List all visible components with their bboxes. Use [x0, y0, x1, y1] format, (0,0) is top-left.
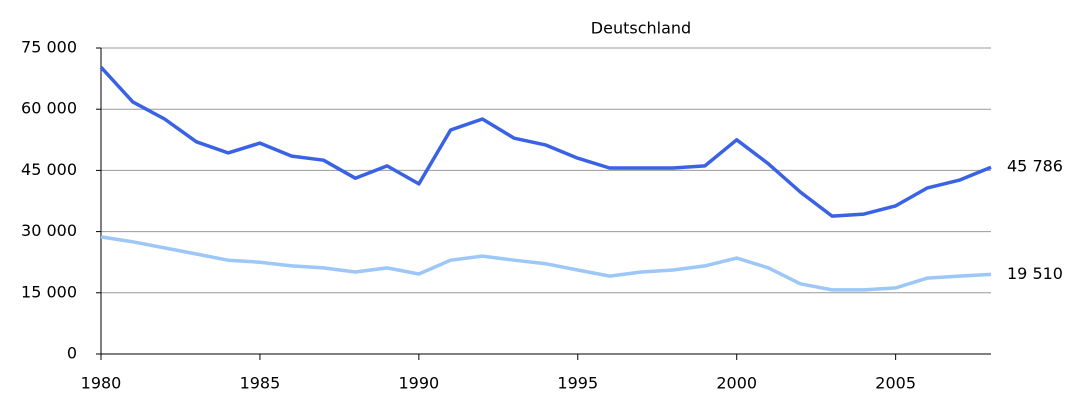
series-line [100, 235, 992, 292]
series-line [99, 66, 992, 218]
y-tick-label: 30 000 [21, 221, 77, 240]
x-tick-label: 1995 [557, 374, 598, 393]
chart-title: Deutschland [591, 19, 691, 38]
end-value-label: 19 510 [1007, 264, 1063, 283]
x-tick-label: 2005 [875, 374, 916, 393]
x-tick-label: 1985 [240, 374, 281, 393]
y-tick-label: 45 000 [21, 160, 77, 179]
x-tick-label: 1990 [398, 374, 439, 393]
y-tick-label: 0 [67, 344, 77, 363]
y-tick-label: 15 000 [21, 282, 77, 301]
end-value-label: 45 786 [1007, 157, 1063, 176]
x-tick-label: 2000 [716, 374, 757, 393]
y-tick-label: 75 000 [21, 38, 77, 57]
x-tick-label: 1980 [81, 374, 122, 393]
y-tick-label: 60 000 [21, 99, 77, 118]
